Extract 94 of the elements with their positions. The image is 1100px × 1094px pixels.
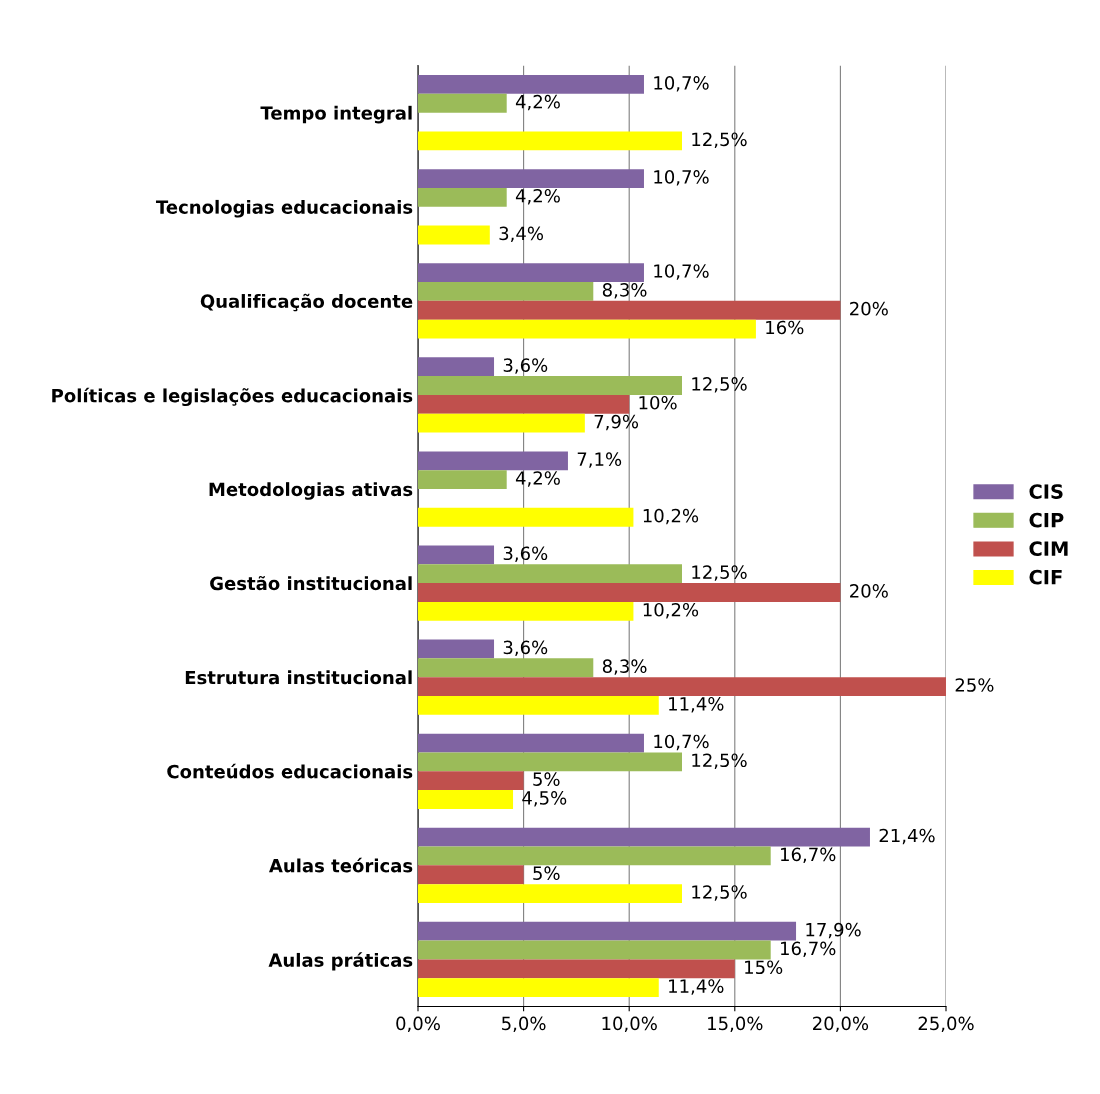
- data-label: 4,5%: [522, 791, 567, 807]
- legend-label: CIS: [1029, 484, 1063, 499]
- data-label: 8,3%: [602, 659, 647, 675]
- data-label: 12,5%: [692, 377, 747, 393]
- bar: [418, 169, 644, 188]
- bar: [418, 827, 870, 847]
- bar: [418, 865, 524, 885]
- bar: [418, 940, 771, 960]
- bar: [418, 677, 946, 696]
- data-label: 10,7%: [654, 170, 709, 186]
- data-label: 7,9%: [594, 414, 639, 431]
- legend-label: CIF: [1029, 569, 1062, 585]
- x-tick-label: 15,0%: [708, 1016, 763, 1033]
- data-label: 10,7%: [654, 264, 709, 280]
- data-label: 25%: [955, 678, 994, 692]
- bar: [418, 300, 841, 320]
- y-tick-label: Políticas e legislações educacionais: [52, 387, 413, 407]
- data-label: 5%: [533, 772, 560, 786]
- bar: [418, 263, 644, 283]
- y-tick-label: Tecnologias educacionais: [155, 199, 413, 218]
- bar: [418, 639, 495, 659]
- data-label: 10,2%: [643, 602, 699, 619]
- bar: [418, 564, 682, 584]
- data-label: 3,6%: [503, 546, 548, 562]
- bar: [418, 75, 644, 94]
- bar: [418, 451, 568, 471]
- legend-label: CIP: [1029, 512, 1064, 528]
- x-tick-label: 10,0%: [602, 1016, 657, 1033]
- data-label: 3,6%: [503, 358, 548, 374]
- data-label: 10,2%: [643, 508, 699, 525]
- data-label: 16%: [766, 320, 804, 335]
- y-tick-label: Gestão institucional: [210, 575, 412, 591]
- data-label: 10%: [639, 395, 677, 410]
- bar: [418, 583, 841, 602]
- bar: [418, 413, 585, 433]
- data-label: 4,2%: [515, 188, 560, 205]
- legend-label: CIM: [1029, 541, 1068, 556]
- bar: [418, 187, 507, 207]
- y-tick-label: Aulas teóricas: [268, 857, 413, 873]
- data-label: 12,5%: [692, 132, 747, 148]
- bar: [418, 470, 507, 490]
- bar: [418, 790, 514, 809]
- bar: [418, 959, 735, 979]
- y-tick-label: Tempo integral: [260, 105, 412, 124]
- x-tick-label: 20,0%: [813, 1016, 869, 1033]
- bar: [418, 978, 659, 998]
- bar: [418, 376, 682, 395]
- data-label: 11,4%: [669, 979, 724, 995]
- data-label: 10,7%: [654, 734, 709, 751]
- bar: [418, 696, 659, 715]
- bar: [418, 225, 490, 245]
- data-label: 5%: [533, 866, 560, 880]
- bar: [418, 658, 594, 678]
- bar: [418, 601, 634, 621]
- data-label: 7,1%: [577, 452, 622, 468]
- data-label: 12,5%: [692, 753, 747, 769]
- data-label: 8,3%: [602, 283, 647, 299]
- data-label: 11,4%: [669, 696, 724, 713]
- bar: [418, 545, 495, 565]
- bar: [418, 771, 524, 791]
- bar: [418, 93, 507, 113]
- y-tick-label: Qualificação docente: [200, 293, 413, 312]
- bar: [418, 131, 682, 151]
- data-label: 3,4%: [499, 226, 544, 243]
- y-tick-label: Aulas práticas: [268, 952, 413, 971]
- data-label: 4,2%: [515, 94, 560, 111]
- bar: [418, 921, 797, 941]
- bar: [418, 884, 682, 903]
- bar: [418, 282, 594, 301]
- data-label: 10,7%: [654, 76, 709, 92]
- bar: [418, 507, 634, 527]
- y-tick-label: Estrutura institucional: [185, 670, 412, 685]
- bar: [418, 752, 682, 772]
- data-label: 16,7%: [781, 847, 836, 864]
- data-label: 3,6%: [503, 640, 548, 657]
- x-tick-label: 5,0%: [502, 1016, 546, 1033]
- data-label: 20%: [850, 584, 888, 598]
- bar: [418, 319, 756, 339]
- data-label: 12,5%: [692, 885, 747, 901]
- bar: [418, 733, 644, 753]
- x-tick-label: 0,0%: [396, 1016, 440, 1033]
- data-label: 15%: [745, 960, 783, 975]
- data-label: 12,5%: [692, 565, 747, 581]
- bar: [418, 394, 630, 414]
- y-tick-label: Conteúdos educacionais: [167, 763, 413, 779]
- x-tick-label: 25,0%: [918, 1016, 974, 1033]
- data-label: 4,2%: [515, 471, 560, 487]
- data-label: 21,4%: [879, 828, 935, 845]
- data-label: 20%: [850, 301, 888, 316]
- data-label: 16,7%: [781, 941, 836, 958]
- bar: [418, 357, 495, 377]
- bar: [418, 846, 771, 866]
- data-label: 17,9%: [806, 922, 861, 939]
- y-tick-label: Metodologias ativas: [209, 482, 413, 500]
